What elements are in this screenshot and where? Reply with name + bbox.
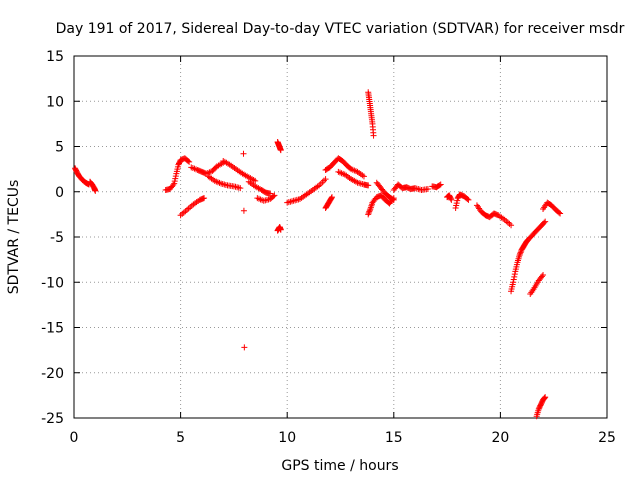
data-point <box>557 210 564 217</box>
y-tick-label: 10 <box>46 94 64 110</box>
x-tick-label: 25 <box>598 430 616 446</box>
data-point <box>538 273 545 280</box>
data-points <box>72 89 564 420</box>
data-point <box>201 195 208 202</box>
data-point <box>185 205 192 212</box>
data-point <box>319 179 326 186</box>
data-point <box>320 177 327 184</box>
data-point <box>240 207 247 214</box>
chart-title: Day 191 of 2017, Sidereal Day-to-day VTE… <box>56 21 625 37</box>
data-point <box>506 220 513 227</box>
data-point <box>511 273 518 280</box>
data-point <box>367 205 374 212</box>
data-point <box>240 150 247 157</box>
data-point <box>270 193 277 200</box>
data-point <box>541 395 548 402</box>
x-tick-label: 10 <box>278 430 296 446</box>
data-point <box>252 177 259 184</box>
data-point <box>241 344 248 351</box>
data-point <box>390 196 397 203</box>
data-point <box>257 196 264 203</box>
x-tick-label: 5 <box>176 430 185 446</box>
data-point <box>517 250 524 257</box>
y-tick-label: -5 <box>50 230 64 246</box>
data-point <box>504 219 511 226</box>
data-point <box>542 218 549 225</box>
data-point <box>389 196 396 203</box>
data-point <box>366 208 373 215</box>
data-point <box>187 204 194 211</box>
data-point <box>556 209 563 216</box>
data-point <box>183 206 190 213</box>
data-point <box>448 196 455 203</box>
data-point <box>508 222 515 229</box>
data-point <box>366 207 373 214</box>
data-point <box>177 212 184 219</box>
x-tick-label: 0 <box>70 430 79 446</box>
data-point <box>540 272 547 279</box>
data-point <box>317 180 324 187</box>
y-tick-label: -15 <box>41 321 64 337</box>
plot-frame <box>73 55 608 419</box>
data-point <box>186 158 193 165</box>
data-point <box>267 190 274 197</box>
data-point <box>516 252 523 259</box>
y-tick-label: 15 <box>46 49 64 65</box>
data-point <box>365 182 372 189</box>
data-point <box>517 249 524 256</box>
data-point <box>465 196 472 203</box>
axis-ticks: 0 5 10 15 20 25 15 10 5 0 -5 -10 -15 -20 -25 <box>41 49 616 446</box>
y-axis-label: SDTVAR / TECUs <box>6 180 22 295</box>
data-point <box>92 187 99 194</box>
data-point <box>464 195 471 202</box>
y-tick-label: -25 <box>41 411 64 427</box>
data-point <box>277 147 284 154</box>
data-point <box>271 192 278 199</box>
data-point <box>510 279 517 286</box>
x-tick-label: 20 <box>491 430 509 446</box>
data-point <box>370 132 377 139</box>
x-tick-label: 15 <box>385 430 403 446</box>
data-point <box>277 226 284 233</box>
data-point <box>365 211 372 218</box>
y-tick-label: 0 <box>55 185 64 201</box>
data-point <box>541 219 548 226</box>
data-point <box>328 194 335 201</box>
data-point <box>182 208 189 215</box>
data-point <box>510 276 517 283</box>
data-point <box>541 394 548 401</box>
y-tick-label: -20 <box>41 366 64 382</box>
data-point <box>447 195 454 202</box>
data-point <box>185 157 192 164</box>
data-point <box>437 181 444 188</box>
data-point <box>360 173 367 180</box>
data-point <box>511 271 518 278</box>
grid-lines <box>74 56 607 418</box>
data-point <box>368 201 375 208</box>
x-axis-label: GPS time / hours <box>281 458 398 474</box>
data-point <box>170 181 177 188</box>
data-point <box>180 209 187 216</box>
data-point <box>179 210 186 217</box>
data-point <box>237 185 244 192</box>
data-point <box>328 195 335 202</box>
data-point <box>424 186 431 193</box>
data-point <box>367 204 374 211</box>
y-tick-label: -10 <box>41 275 64 291</box>
y-tick-label: 5 <box>55 140 64 156</box>
data-point <box>365 210 372 217</box>
data-point <box>436 182 443 189</box>
data-point <box>322 176 329 183</box>
data-point <box>542 394 549 401</box>
